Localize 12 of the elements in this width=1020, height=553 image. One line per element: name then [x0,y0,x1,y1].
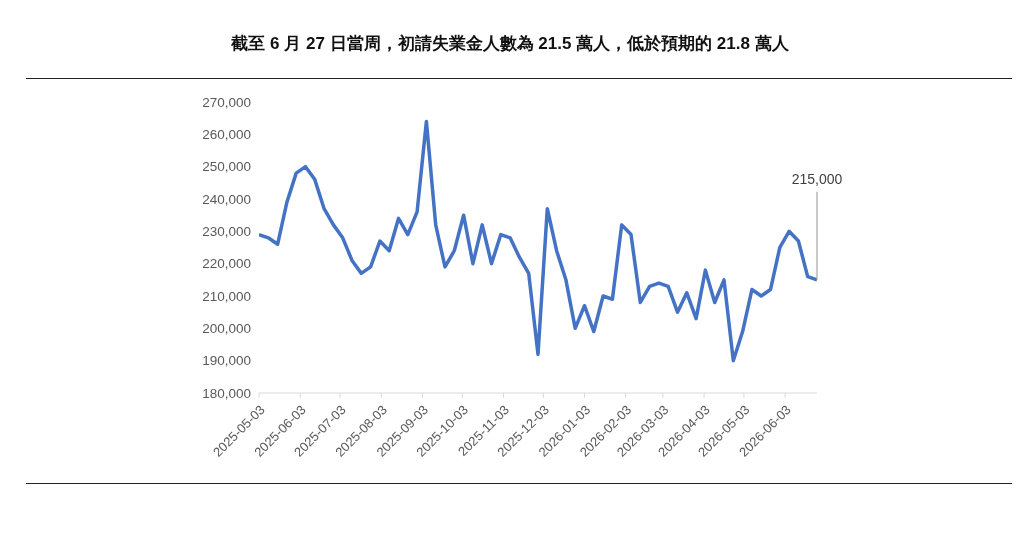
y-tick-label: 190,000 [202,353,251,369]
y-tick-label: 240,000 [202,191,251,207]
y-tick-label: 230,000 [202,224,251,240]
y-tick-label: 270,000 [202,94,251,110]
y-tick-label: 200,000 [202,321,251,337]
y-tick-label: 210,000 [202,288,251,304]
y-tick-label: 220,000 [202,256,251,272]
annotation: 215,000 [791,170,843,187]
chart-title: 截至 6 月 27 日當周，初請失業金人數為 21.5 萬人，低於預期的 21.8 萬人 [231,32,789,55]
y-tick-label: 180,000 [202,385,251,401]
y-tick-label: 260,000 [202,127,251,143]
y-tick-label: 250,000 [202,159,251,175]
